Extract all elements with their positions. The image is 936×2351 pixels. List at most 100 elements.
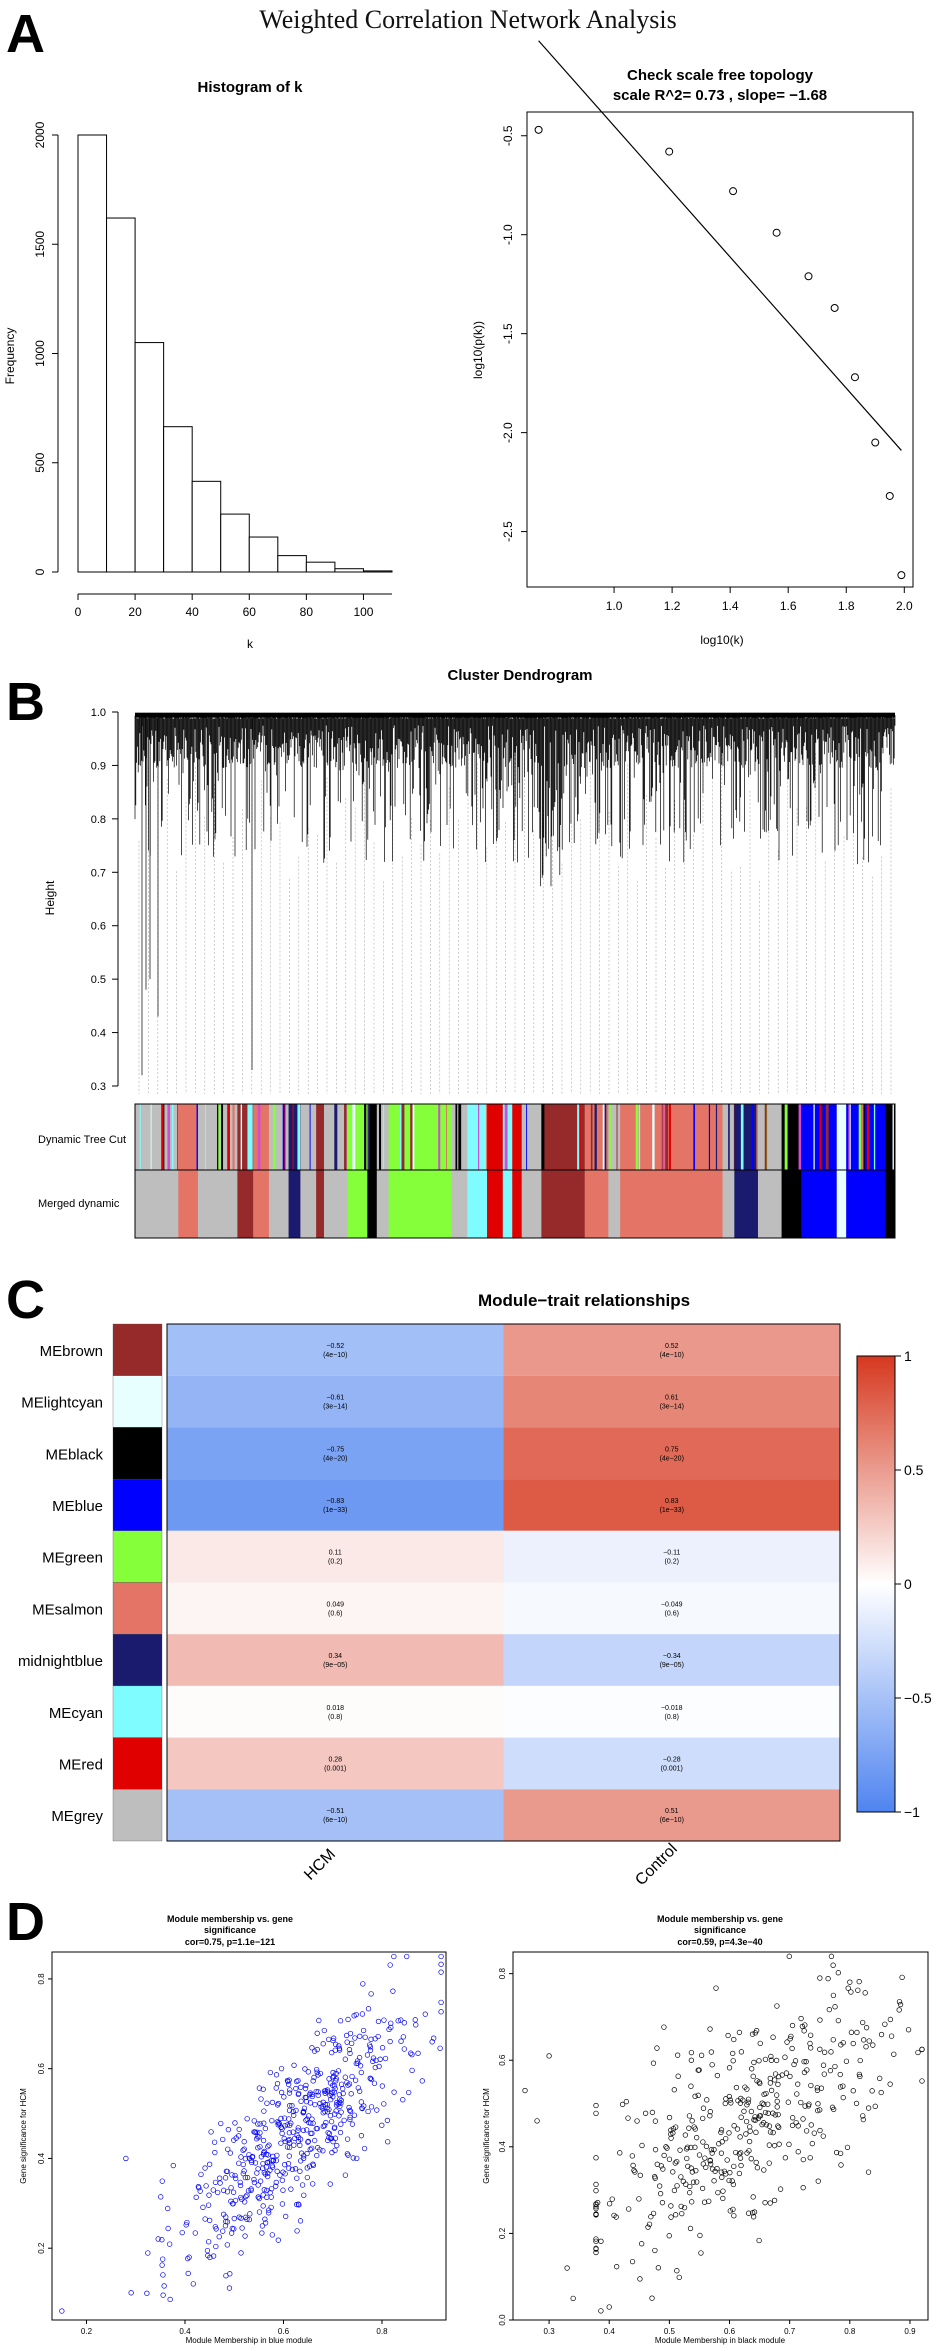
scatter-point <box>248 2187 254 2193</box>
scatter-point <box>320 2110 326 2116</box>
scatter-point <box>248 2157 254 2164</box>
scatter-point <box>269 2099 276 2106</box>
scatter-point <box>746 2210 752 2216</box>
scatter-point <box>282 2171 288 2177</box>
scatter-point <box>338 2121 344 2127</box>
scatter-point <box>752 2030 758 2036</box>
scatter-point <box>606 2304 612 2310</box>
scatter-point <box>731 2036 737 2043</box>
scatter-point <box>759 2100 765 2106</box>
scatter-point <box>654 2045 660 2051</box>
dynamic-module-stripe <box>438 1104 441 1170</box>
heatmap-cell-correlation: 0.11 <box>329 1550 342 1557</box>
scatter-point <box>155 2236 161 2242</box>
heatmap-cell-correlation: 0.049 <box>326 1601 344 1608</box>
scatter-point <box>617 2150 623 2156</box>
merged-module-segment <box>388 1170 453 1238</box>
dynamic-module-stripe <box>364 1104 367 1170</box>
scale-free-point <box>665 147 674 156</box>
scatter-point <box>794 2091 800 2097</box>
scatter-point <box>328 2096 334 2103</box>
scatter-point <box>832 2063 838 2070</box>
scatter-point <box>296 2090 302 2097</box>
scatter-point <box>215 2189 221 2196</box>
scatter-point <box>123 2155 129 2162</box>
scatter-point <box>772 2112 778 2118</box>
scatter-point <box>838 2042 844 2048</box>
dynamic-module-stripe <box>728 1104 730 1170</box>
scatter-point <box>750 2214 757 2220</box>
scale-free-point <box>897 571 906 580</box>
scatter-point <box>244 2192 250 2198</box>
scatter-point <box>332 2147 338 2153</box>
dynamic-module-stripe <box>309 1104 311 1170</box>
scatter-point <box>286 2077 292 2083</box>
dynamic-module-stripe <box>504 1104 508 1170</box>
scatter-point <box>207 2217 213 2224</box>
scatter-point <box>768 2087 775 2094</box>
scatter-point <box>429 2039 435 2045</box>
y-tick-label: 1000 <box>33 340 47 367</box>
scatter-point <box>333 2070 339 2077</box>
scatter-point <box>317 2147 323 2153</box>
heatmap-title: Module−trait relationships <box>478 1291 690 1310</box>
scatter-point <box>715 2189 721 2196</box>
scatter-point <box>196 2185 202 2191</box>
merged-module-segment <box>836 1170 847 1238</box>
dynamic-module-stripe <box>693 1104 695 1170</box>
scatter-point <box>767 2129 774 2135</box>
scatter-point <box>260 2160 266 2167</box>
scatter-point <box>327 2113 334 2119</box>
scatter-point <box>774 2104 780 2110</box>
scatter-point <box>307 2100 314 2106</box>
scatter-point <box>261 2148 268 2155</box>
scatter-point <box>222 2223 229 2229</box>
scatter-point <box>277 2172 283 2178</box>
scatter-point <box>789 2122 796 2129</box>
scatter-point <box>212 2179 219 2186</box>
dynamic-module-stripe <box>139 1104 141 1170</box>
scatter-point <box>286 2130 293 2136</box>
heatmap-cell-pvalue: (0.8) <box>328 1714 342 1721</box>
scatter-point <box>386 2026 392 2032</box>
y-tick-label: -2.5 <box>501 521 515 542</box>
scatter-point <box>713 1985 719 1991</box>
scatter-point <box>398 2017 404 2023</box>
scatter-point <box>357 2033 363 2039</box>
scatter-point <box>629 2258 636 2265</box>
scale-free-point <box>871 438 880 447</box>
scale-free-point <box>804 272 813 281</box>
scatter-point <box>264 2100 270 2106</box>
scatter-point <box>798 2015 804 2022</box>
scatter-point <box>774 2003 780 2009</box>
scatter-point <box>593 2102 599 2109</box>
scatter-point <box>202 2216 208 2222</box>
scatter-point <box>681 2204 688 2211</box>
scatter-point <box>837 2084 844 2090</box>
scatter-point <box>649 2295 655 2301</box>
dynamic-module-stripe <box>848 1104 850 1170</box>
y-tick-label: 1.0 <box>91 707 106 719</box>
dynamic-module-stripe <box>282 1104 285 1170</box>
scatter-point <box>260 2165 266 2171</box>
dynamic-module-stripe <box>249 1104 253 1170</box>
heatmap-cell-correlation: −0.83 <box>326 1498 344 1505</box>
scatter-point <box>727 2208 733 2214</box>
y-tick-label: 0.2 <box>37 2242 46 2254</box>
dynamic-module-stripe <box>401 1104 405 1170</box>
scatter-point <box>692 2093 698 2099</box>
scatter-point <box>765 2101 771 2107</box>
dynamic-module-segment <box>367 1104 378 1170</box>
scatter-point <box>625 2115 631 2121</box>
black-scatter-plot-box <box>512 1951 929 2321</box>
scatter-point <box>242 2233 248 2239</box>
dynamic-module-stripe <box>283 1104 286 1170</box>
scatter-point <box>376 2063 382 2070</box>
panel-label-b: B <box>6 672 45 732</box>
dynamic-module-segment <box>620 1104 723 1170</box>
x-tick-label: 60 <box>243 605 257 619</box>
merged-dynamic-row-border <box>134 1169 896 1239</box>
heatmap-cell <box>503 1530 840 1583</box>
scatter-point <box>668 2135 674 2141</box>
scatter-point <box>258 2096 264 2102</box>
